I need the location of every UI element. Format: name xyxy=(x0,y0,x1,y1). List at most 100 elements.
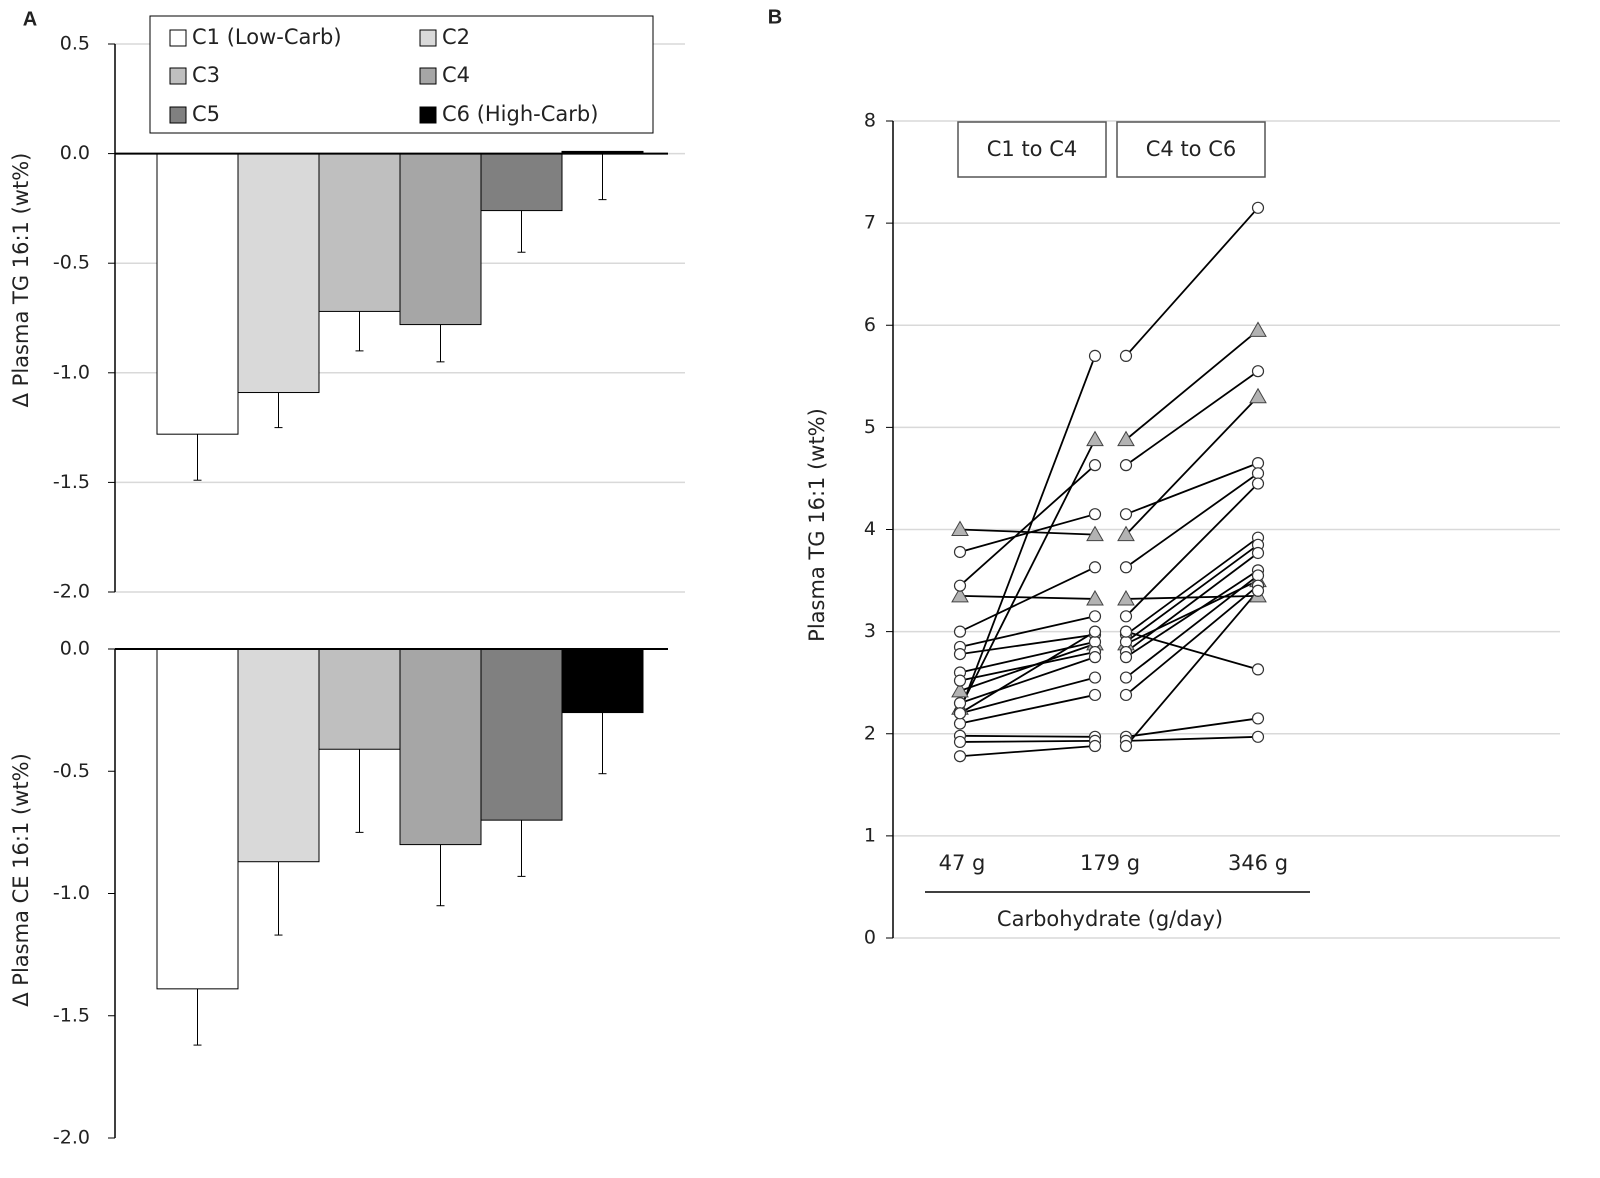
y-tick-label: -1.5 xyxy=(53,1004,90,1026)
point xyxy=(1119,508,1133,521)
subject-line xyxy=(1125,594,1259,600)
point xyxy=(1117,589,1135,606)
point xyxy=(1117,430,1135,447)
legend-label: C5 xyxy=(192,102,220,126)
subject-line xyxy=(959,633,1096,655)
subject-line xyxy=(959,651,1096,682)
subject-line xyxy=(959,643,1096,692)
point xyxy=(953,625,967,638)
subject-line xyxy=(1125,370,1259,466)
point xyxy=(951,520,969,536)
point xyxy=(1117,525,1135,542)
point xyxy=(1251,365,1265,378)
subject-line xyxy=(1125,569,1259,658)
point xyxy=(953,545,967,559)
y-tick-label: -0.5 xyxy=(53,252,90,274)
legend-label: C3 xyxy=(192,63,220,87)
legend-label: C4 xyxy=(442,63,470,87)
panel-label: A xyxy=(23,8,37,30)
point xyxy=(1088,671,1102,684)
y-axis-label: Δ Plasma TG 16:1 (wt%) xyxy=(9,153,33,408)
subject-line xyxy=(1125,482,1259,617)
point xyxy=(1251,477,1265,490)
subject-line xyxy=(1125,590,1259,747)
point xyxy=(1251,712,1265,725)
point xyxy=(951,586,969,603)
bar xyxy=(561,648,644,714)
subject-line xyxy=(1125,462,1259,516)
subject-line xyxy=(959,594,1096,600)
y-tick-label: 5 xyxy=(864,416,876,438)
legend-swatch xyxy=(169,29,187,47)
point xyxy=(1251,467,1265,480)
x-tick-label: 179 g xyxy=(1080,851,1140,875)
point xyxy=(1086,525,1104,542)
subject-line xyxy=(1125,630,1259,671)
bar xyxy=(480,153,563,212)
point xyxy=(951,681,969,698)
subject-line xyxy=(1125,574,1259,679)
subject-line xyxy=(1125,584,1259,696)
y-axis-label: Δ Plasma CE 16:1 (wt%) xyxy=(9,753,33,1007)
subject-line xyxy=(959,676,1096,715)
bar xyxy=(318,153,401,312)
subject-line xyxy=(959,656,1096,704)
subject-line xyxy=(959,745,1096,758)
y-tick-label: -1.0 xyxy=(53,361,90,383)
point xyxy=(1119,349,1133,362)
point xyxy=(953,674,967,687)
point xyxy=(953,579,967,592)
subject-line xyxy=(1125,544,1259,643)
point xyxy=(1119,635,1133,648)
point xyxy=(1251,569,1265,582)
y-tick-label: 0 xyxy=(864,927,876,949)
point xyxy=(953,750,967,763)
point xyxy=(1251,546,1265,560)
point xyxy=(1088,610,1102,623)
subject-line xyxy=(959,630,1096,715)
point xyxy=(1251,730,1265,743)
y-tick-label: -1.5 xyxy=(53,471,90,493)
legend-label: C2 xyxy=(442,25,470,49)
point xyxy=(1088,635,1102,648)
subject-line xyxy=(1125,207,1259,357)
y-axis-label: Plasma TG 16:1 (wt%) xyxy=(805,408,829,642)
subject-line xyxy=(1125,552,1259,653)
subject-line xyxy=(1125,536,1259,636)
subject-line xyxy=(959,734,1096,738)
point xyxy=(1088,459,1102,472)
point xyxy=(1251,584,1265,597)
point xyxy=(1251,457,1265,470)
legend-label: C1 (Low-Carb) xyxy=(192,25,342,49)
legend-swatch xyxy=(419,67,437,85)
y-tick-label: 2 xyxy=(864,722,876,744)
subject-line xyxy=(959,615,1096,648)
y-tick-label: 4 xyxy=(864,518,876,540)
subject-line xyxy=(959,739,1096,743)
x-axis-label: Carbohydrate (g/day) xyxy=(997,907,1223,931)
point xyxy=(1088,561,1102,574)
y-tick-label: 3 xyxy=(864,620,876,642)
x-tick-label: 47 g xyxy=(939,851,986,875)
bar xyxy=(318,648,401,750)
point xyxy=(953,717,967,730)
point xyxy=(1251,663,1265,676)
subject-line xyxy=(1125,735,1259,742)
point xyxy=(1249,321,1267,337)
bar xyxy=(237,153,320,394)
y-tick-label: 8 xyxy=(864,110,876,132)
y-tick-label: 7 xyxy=(864,212,876,234)
subject-line xyxy=(1125,329,1259,441)
y-tick-label: -2.0 xyxy=(53,581,90,603)
y-tick-label: 6 xyxy=(864,314,876,336)
subject-line xyxy=(1125,396,1259,536)
y-tick-label: -2.0 xyxy=(53,1127,90,1149)
point xyxy=(1088,349,1102,362)
subject-line xyxy=(959,513,1096,553)
y-tick-label: -1.0 xyxy=(53,882,90,904)
legend-swatch xyxy=(169,67,187,85)
point xyxy=(1119,651,1133,664)
bar xyxy=(399,153,482,326)
x-tick-label: 346 g xyxy=(1228,851,1288,875)
